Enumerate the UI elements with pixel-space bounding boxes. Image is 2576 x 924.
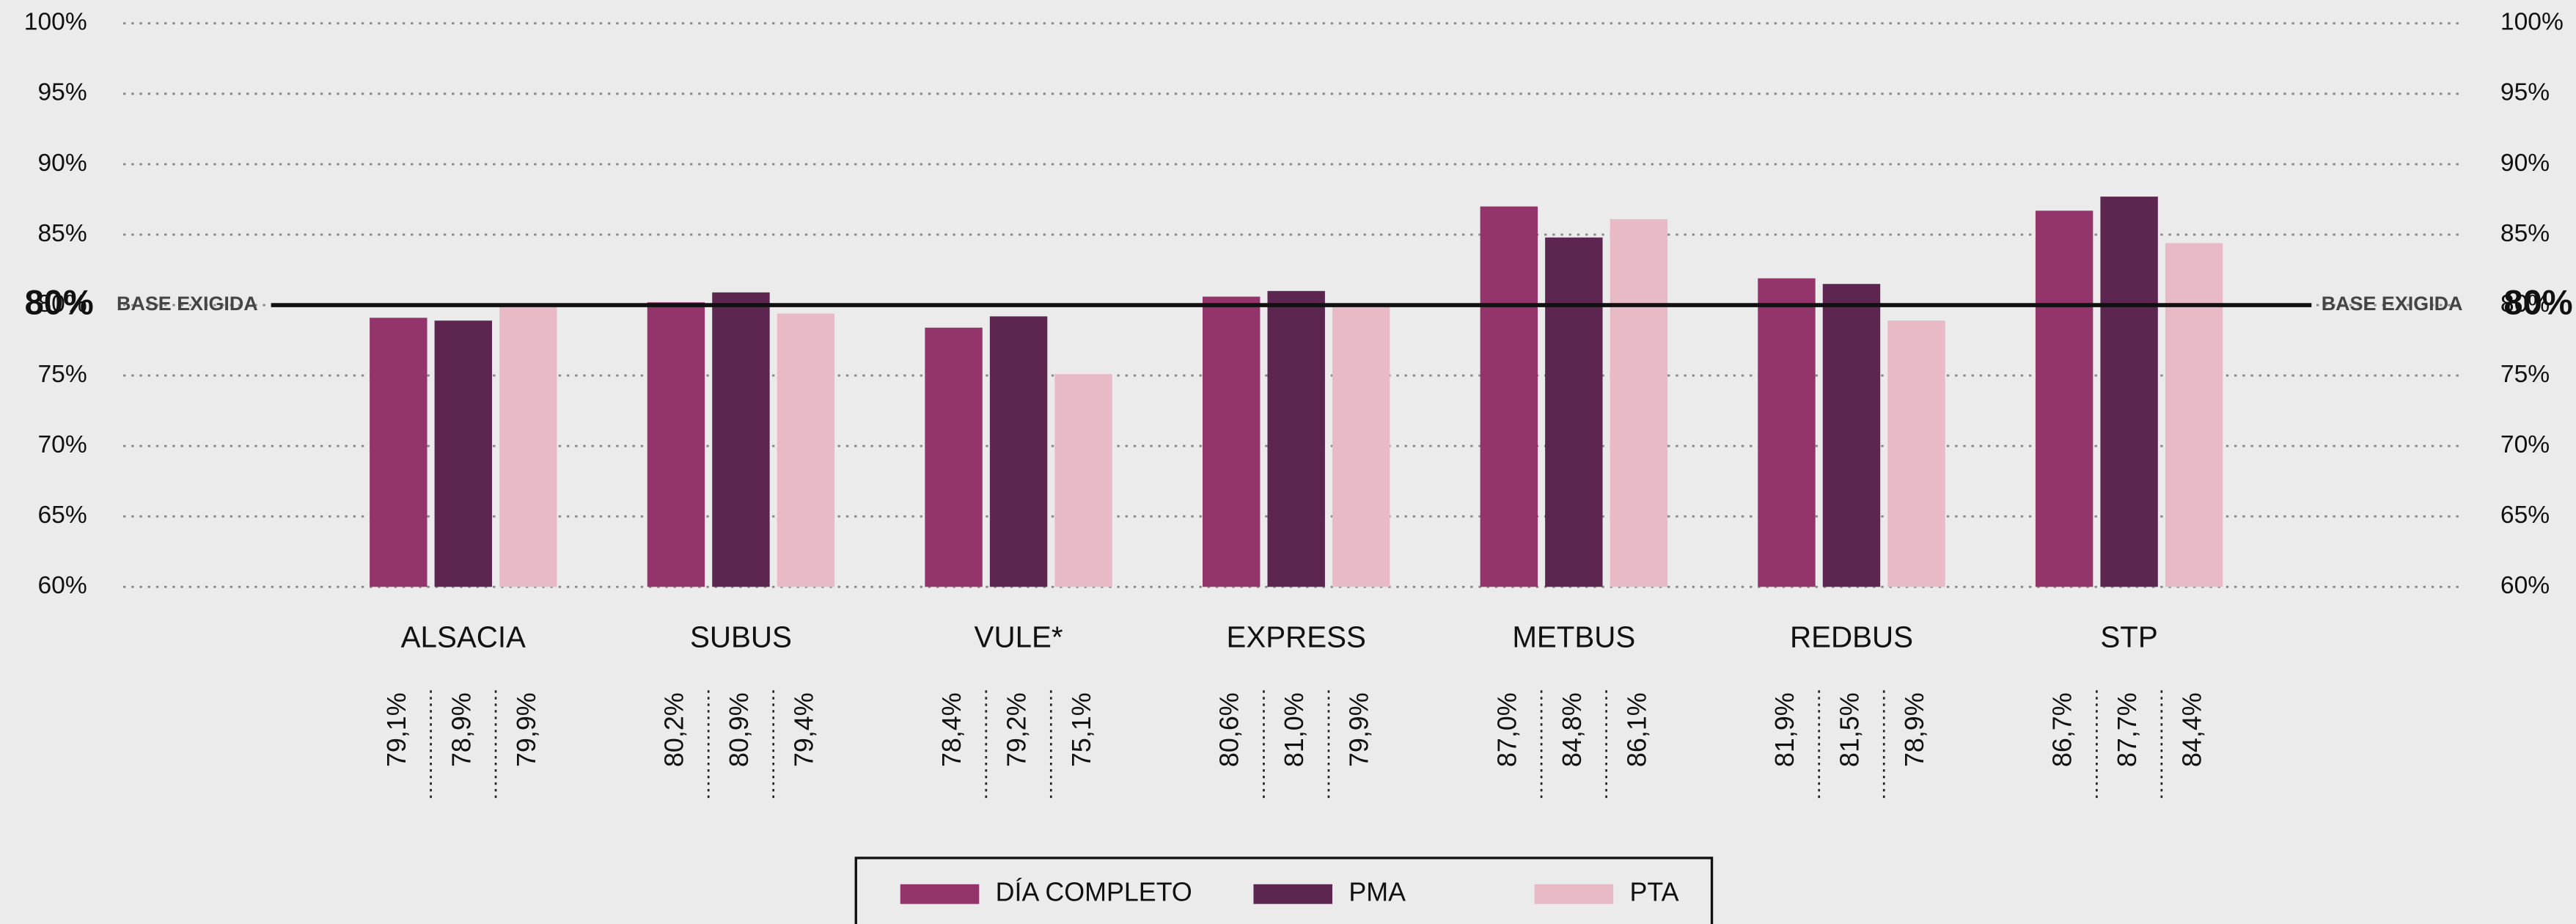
bar	[499, 306, 557, 587]
bar	[1054, 374, 1112, 587]
value-label: 80,9%	[724, 692, 754, 767]
y-tick-label: 75%	[37, 361, 87, 388]
x-tick-label: STP	[2100, 620, 2157, 654]
bar	[1267, 290, 1325, 587]
bar	[1332, 306, 1390, 587]
x-tick-label: SUBUS	[690, 620, 792, 654]
reference-text: BASE EXIGIDA	[2322, 293, 2463, 315]
y2-tick-label: 80%	[2500, 290, 2550, 318]
bar	[1480, 206, 1538, 587]
value-label: 75,1%	[1067, 692, 1096, 767]
bar	[1610, 219, 1668, 587]
y-tick-label: 85%	[37, 220, 87, 247]
legend-label: DÍA COMPLETO	[996, 878, 1192, 907]
y-tick-label: 70%	[37, 431, 87, 458]
value-label: 79,9%	[512, 692, 541, 767]
legend-label: PMA	[1348, 878, 1406, 907]
value-label: 84,8%	[1557, 692, 1587, 767]
reference-value: 80%	[25, 282, 94, 321]
y2-tick-label: 90%	[2500, 150, 2550, 177]
legend-swatch	[1534, 884, 1614, 904]
y2-tick-label: 95%	[2500, 79, 2550, 106]
bar	[1202, 296, 1261, 587]
x-tick-label: REDBUS	[1790, 620, 1913, 654]
y-tick-label: 100%	[24, 9, 87, 36]
value-label: 80,2%	[659, 692, 689, 767]
value-label: 87,7%	[2113, 692, 2142, 767]
y-tick-label: 65%	[37, 502, 87, 529]
y2-tick-label: 75%	[2500, 361, 2550, 388]
value-label: 79,1%	[382, 692, 411, 767]
bar	[434, 320, 493, 587]
value-label: 81,9%	[1770, 692, 1799, 767]
y-tick-label: 95%	[37, 79, 87, 106]
x-tick-label: ALSACIA	[401, 620, 526, 654]
bar	[1822, 284, 1881, 587]
bar	[2165, 243, 2223, 587]
y-tick-label: 60%	[37, 572, 87, 599]
value-label: 80,6%	[1215, 692, 1244, 767]
legend-swatch	[900, 884, 980, 904]
legend-label: PTA	[1630, 878, 1679, 907]
y2-tick-label: 60%	[2500, 572, 2550, 599]
y2-tick-label: 70%	[2500, 431, 2550, 458]
legend-swatch	[1253, 884, 1332, 904]
bar	[647, 302, 705, 587]
y2-tick-label: 65%	[2500, 502, 2550, 529]
value-label: 79,2%	[1002, 692, 1032, 767]
value-label: 87,0%	[1492, 692, 1522, 767]
x-tick-label: EXPRESS	[1226, 620, 1365, 654]
y2-tick-label: 85%	[2500, 220, 2550, 247]
bar	[989, 316, 1048, 587]
value-label: 81,5%	[1835, 692, 1864, 767]
bar	[1758, 278, 1816, 587]
value-label: 78,9%	[447, 692, 476, 767]
x-tick-label: METBUS	[1512, 620, 1635, 654]
legend-box	[854, 857, 1714, 924]
value-label: 78,4%	[937, 692, 966, 767]
value-label: 79,9%	[1345, 692, 1374, 767]
bar	[1545, 237, 1603, 587]
y-tick-label: 90%	[37, 150, 87, 177]
value-label: 81,0%	[1280, 692, 1309, 767]
value-label: 78,9%	[1900, 692, 1929, 767]
value-label: 86,1%	[1622, 692, 1651, 767]
bar	[925, 327, 983, 587]
bar	[2100, 197, 2158, 587]
bar	[712, 292, 770, 587]
value-label: 86,7%	[2048, 692, 2077, 767]
reference-value: 80%	[2503, 282, 2572, 321]
reference-text: BASE EXIGIDA	[117, 293, 258, 315]
bar	[777, 313, 835, 587]
value-label: 79,4%	[789, 692, 818, 767]
value-label: 84,4%	[2178, 692, 2207, 767]
y-tick-label: 80%	[37, 290, 87, 318]
bar	[2035, 210, 2094, 587]
bar	[370, 318, 428, 587]
bar	[1887, 320, 1945, 587]
x-tick-label: VULE*	[975, 620, 1063, 654]
y2-tick-label: 100%	[2500, 9, 2564, 36]
